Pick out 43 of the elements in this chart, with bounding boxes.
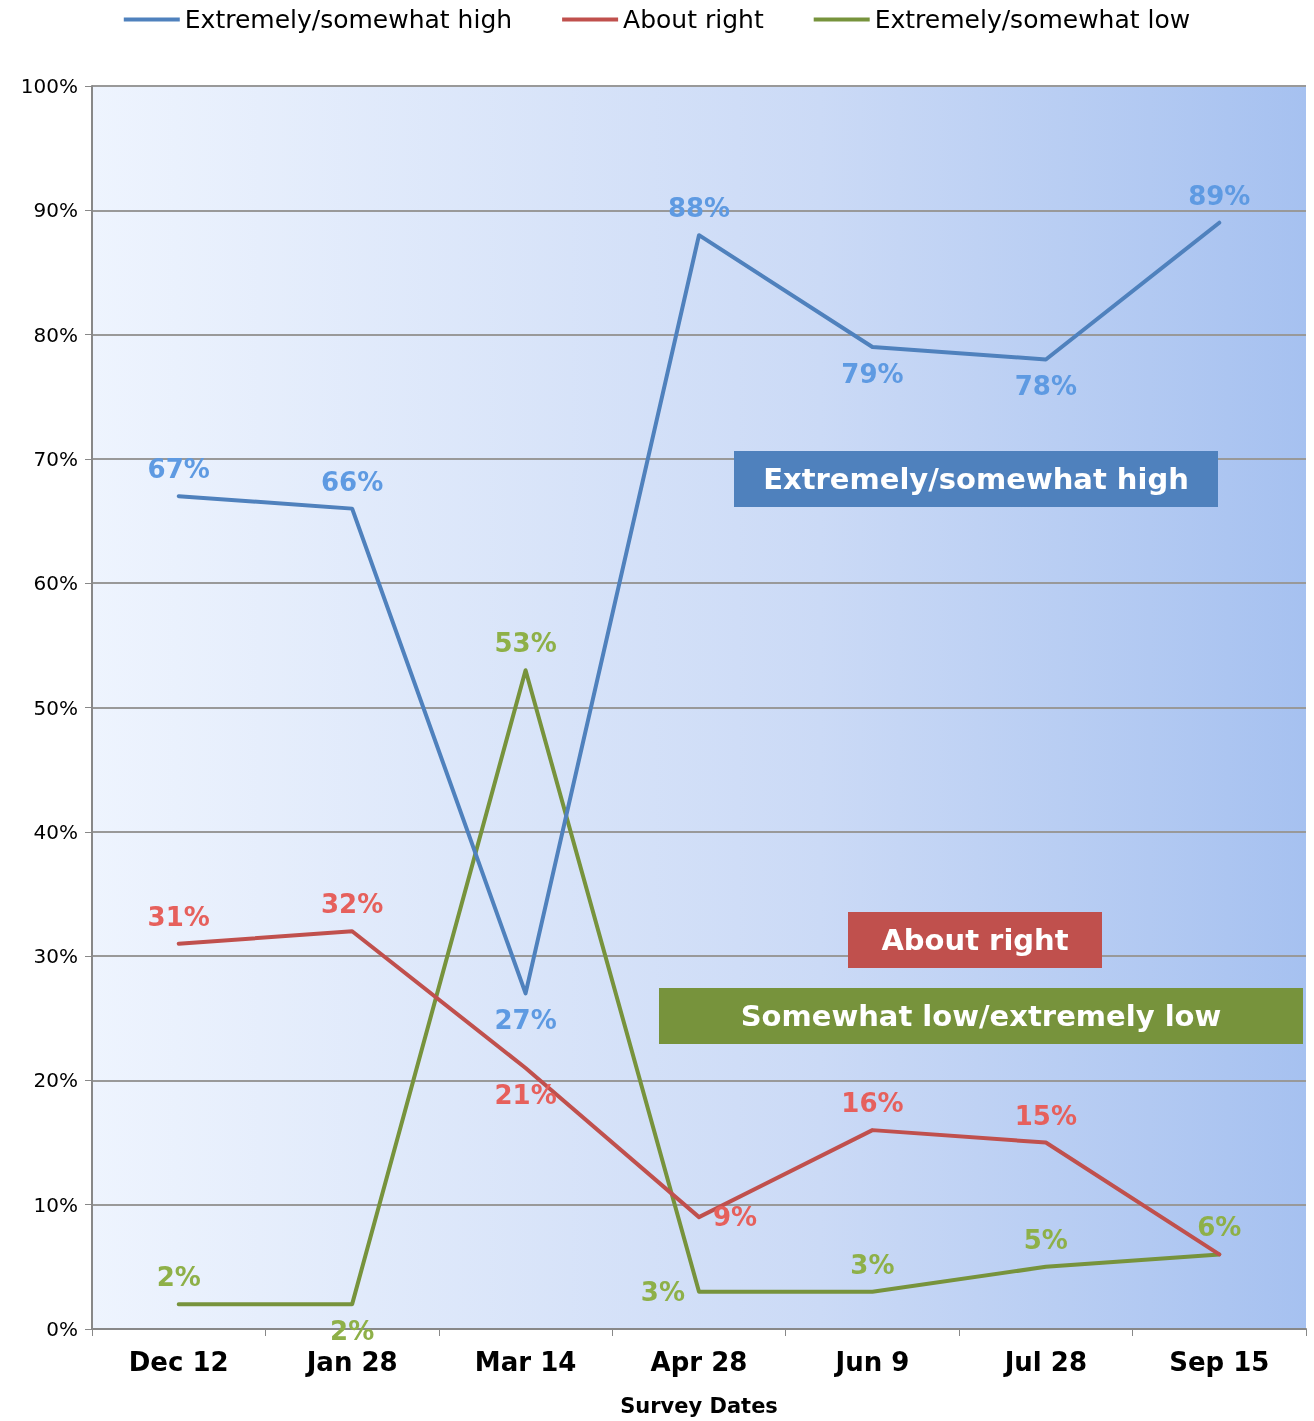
y-tick-label: 30% — [33, 944, 78, 969]
x-tick-label: Mar 14 — [474, 1347, 577, 1377]
data-label: 15% — [1014, 1100, 1077, 1131]
legend-label: Extremely/somewhat low — [874, 5, 1191, 34]
x-tick-label: Jun 9 — [833, 1347, 910, 1377]
data-label: 67% — [147, 454, 210, 485]
y-tick-label: 60% — [33, 571, 78, 596]
data-label: 31% — [147, 901, 210, 932]
y-tick-label: 90% — [33, 198, 78, 223]
data-label: 79% — [841, 359, 904, 390]
y-tick-label: 40% — [33, 819, 78, 844]
data-label: 3% — [850, 1249, 895, 1280]
x-tick-label: Sep 15 — [1169, 1347, 1270, 1377]
y-tick-label: 10% — [33, 1192, 78, 1217]
data-label: 2% — [156, 1262, 201, 1293]
x-axis-title: Survey Dates — [620, 1393, 778, 1418]
data-label: 32% — [321, 889, 384, 920]
x-tick-label: Apr 28 — [650, 1347, 748, 1377]
x-tick-label: Dec 12 — [128, 1347, 229, 1377]
data-label: 27% — [494, 1005, 557, 1036]
data-label: 16% — [841, 1088, 904, 1119]
data-label: 3% — [640, 1276, 685, 1307]
legend-label: Extremely/somewhat high — [184, 5, 513, 34]
text-box: Extremely/somewhat high — [734, 451, 1218, 507]
data-label: 5% — [1023, 1224, 1068, 1255]
y-tick-label: 20% — [33, 1068, 78, 1093]
text-box: Somewhat low/extremely low — [659, 988, 1303, 1044]
x-tick-label: Jul 28 — [1002, 1347, 1088, 1377]
data-label: 21% — [494, 1079, 557, 1110]
data-label: 66% — [321, 466, 384, 497]
data-label: 6% — [1197, 1212, 1242, 1243]
y-tick-label: 0% — [46, 1317, 78, 1341]
y-tick-label: 100% — [20, 74, 78, 98]
y-tick-label: 50% — [33, 695, 78, 720]
data-label: 89% — [1188, 180, 1251, 211]
x-tick-label: Jan 28 — [304, 1347, 398, 1377]
text-box: About right — [848, 912, 1102, 968]
data-label: 9% — [713, 1202, 758, 1233]
y-tick-label: 70% — [33, 446, 78, 471]
data-label: 53% — [494, 628, 557, 659]
legend-label: About right — [623, 5, 764, 34]
y-tick-label: 80% — [33, 322, 78, 347]
data-label: 78% — [1014, 371, 1077, 402]
